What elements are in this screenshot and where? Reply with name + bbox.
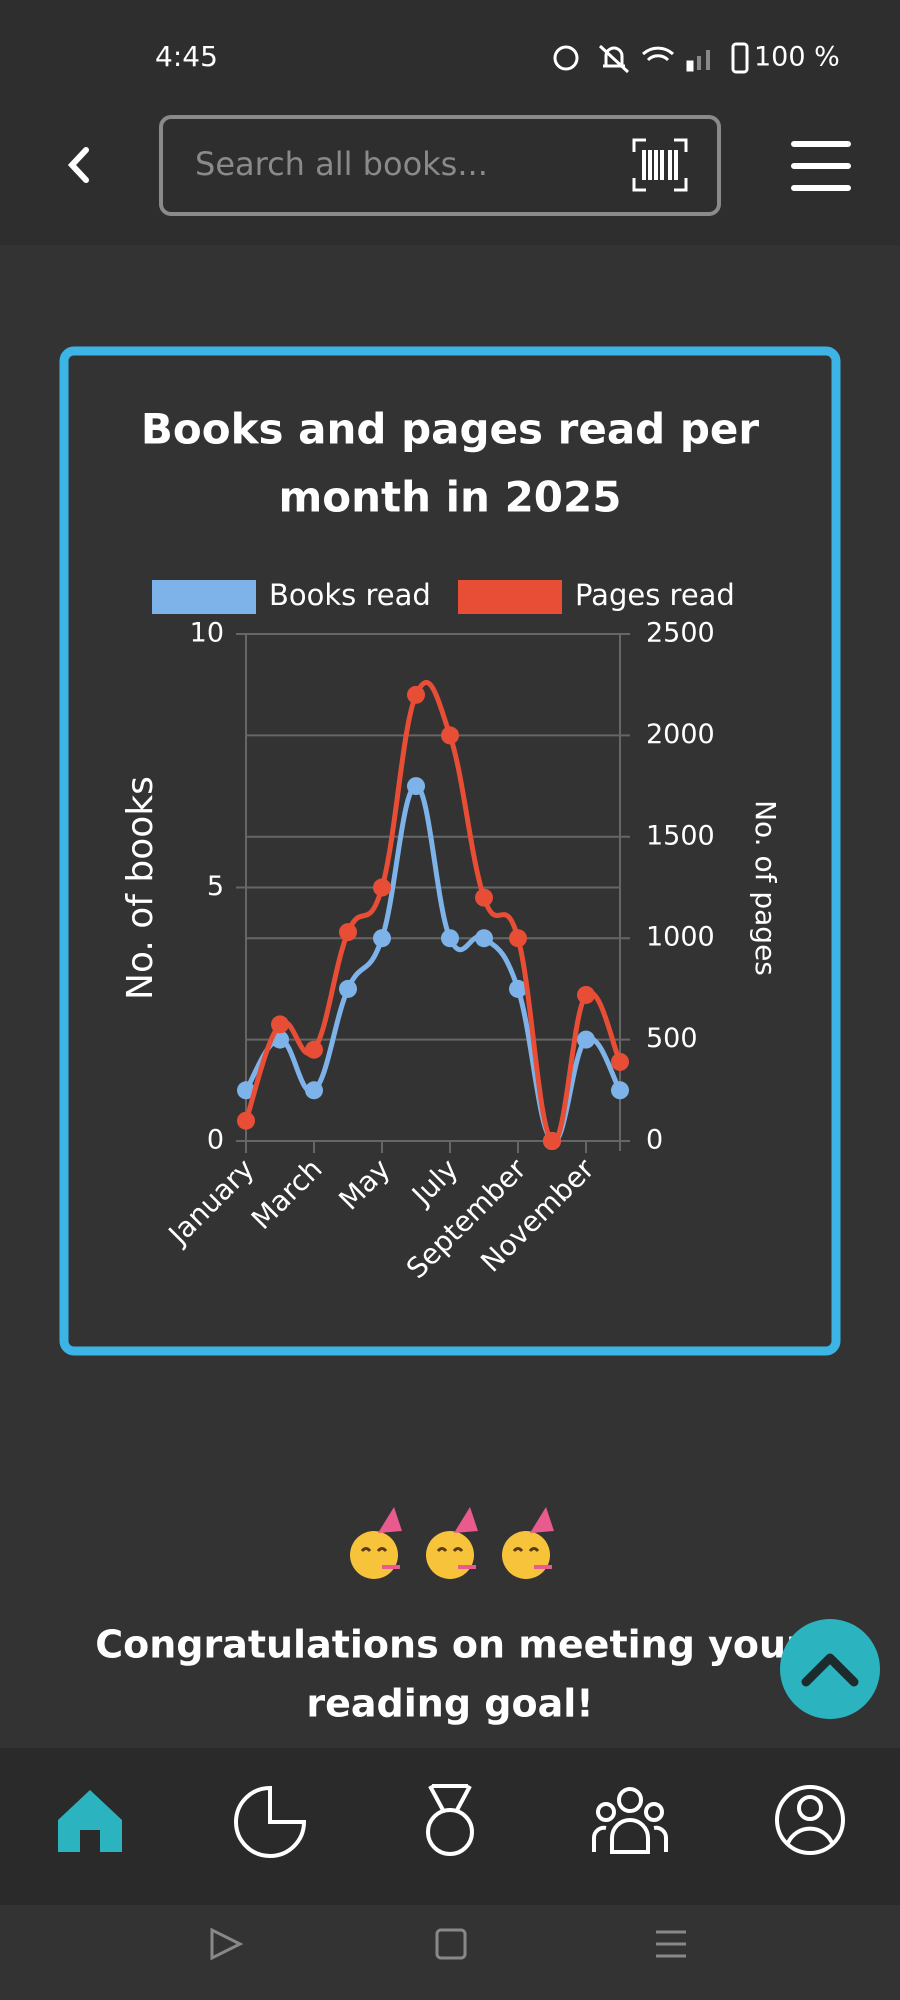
chart-card — [59, 346, 841, 1356]
nav-friends[interactable] — [592, 1787, 668, 1854]
search-box[interactable] — [159, 115, 721, 216]
nav-profile[interactable] — [775, 1785, 845, 1855]
y-tick-label: 0 — [207, 1125, 224, 1156]
back-button[interactable] — [67, 147, 89, 183]
y-tick-label: 10 — [190, 618, 224, 649]
status-icons — [553, 42, 749, 74]
data-point — [611, 1081, 629, 1100]
data-point — [543, 1132, 561, 1150]
y2-tick-label: 500 — [646, 1023, 698, 1054]
data-point — [373, 878, 391, 897]
chart-title: Books and pages read per — [141, 405, 760, 454]
menu-button[interactable] — [791, 141, 851, 191]
status-battery: 100 % — [754, 42, 840, 73]
y2-tick-label: 2000 — [646, 719, 715, 750]
y-tick-label: 5 — [207, 871, 224, 902]
goal-message: reading goal! — [306, 1682, 593, 1726]
data-point — [339, 979, 357, 998]
legend-label: Books read — [269, 578, 431, 612]
legend-label: Pages read — [575, 578, 735, 612]
data-point — [339, 923, 357, 942]
data-point — [441, 726, 459, 745]
system-back[interactable] — [210, 1927, 244, 1961]
data-point — [305, 1081, 323, 1100]
bottom-nav — [0, 1748, 900, 1905]
data-point — [509, 929, 527, 948]
system-recents[interactable] — [656, 1930, 686, 1958]
data-point — [237, 1111, 255, 1130]
data-point — [237, 1081, 255, 1100]
nav-stats[interactable] — [234, 1785, 307, 1858]
legend-swatch — [458, 580, 562, 614]
y2-tick-label: 1500 — [646, 820, 715, 851]
data-point — [305, 1040, 323, 1059]
y2-tick-label: 0 — [646, 1125, 663, 1156]
legend-swatch — [152, 580, 256, 614]
status-time: 4:45 — [155, 40, 218, 73]
y-axis-title: No. of books — [120, 776, 161, 1000]
chart-title: month in 2025 — [279, 473, 622, 522]
system-nav — [210, 1927, 686, 1961]
data-point — [441, 929, 459, 948]
data-point — [407, 777, 425, 796]
data-point — [475, 888, 493, 907]
data-point — [577, 1030, 595, 1049]
data-point — [271, 1015, 289, 1034]
system-home[interactable] — [435, 1928, 467, 1960]
data-point — [509, 979, 527, 998]
data-point — [475, 929, 493, 948]
data-point — [407, 685, 425, 704]
nav-awards[interactable] — [426, 1784, 474, 1856]
party-emojis — [350, 1507, 554, 1579]
data-point — [373, 929, 391, 948]
data-point — [611, 1052, 629, 1071]
barcode-button[interactable] — [632, 138, 688, 192]
y2-tick-label: 1000 — [646, 922, 715, 953]
scroll-top-button[interactable] — [780, 1619, 880, 1719]
nav-home[interactable] — [58, 1790, 122, 1852]
header — [0, 0, 900, 245]
search-placeholder: Search all books... — [195, 145, 488, 183]
data-point — [577, 985, 595, 1004]
y2-axis-title: No. of pages — [749, 800, 782, 976]
goal-message: Congratulations on meeting your — [95, 1623, 805, 1667]
y2-tick-label: 2500 — [646, 618, 715, 649]
